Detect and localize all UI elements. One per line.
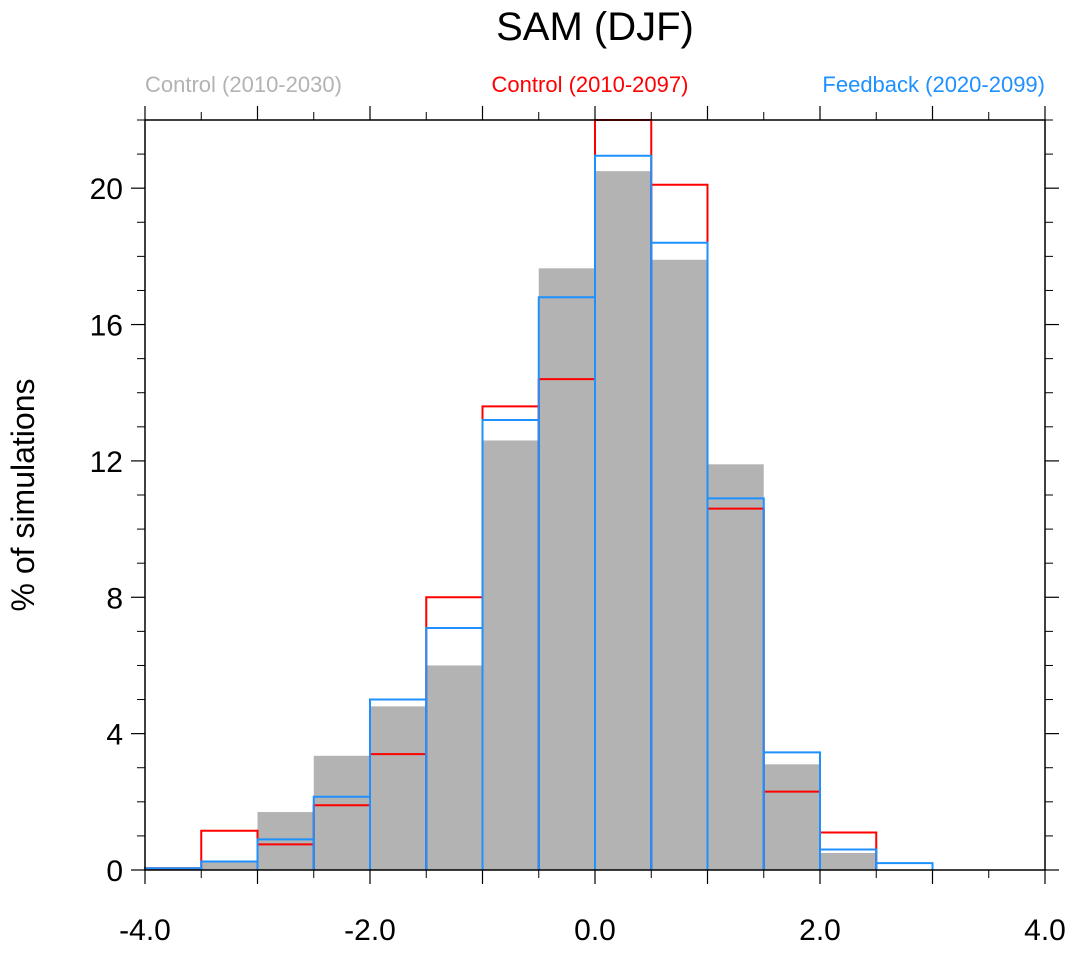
axis-ticks — [131, 106, 1059, 884]
bar-control-2010-2030 — [313, 755, 370, 870]
bar-control-2010-2030 — [257, 812, 314, 870]
series-control-2010-2030 — [145, 171, 877, 871]
bar-control-2010-2030 — [370, 706, 427, 870]
x-tick-label: 0.0 — [574, 914, 616, 947]
bar-control-2010-2030 — [595, 171, 652, 871]
bar-control-2010-2030 — [201, 861, 258, 870]
bar-outline-feedback-2020-2099 — [762, 751, 821, 870]
bar-outline-feedback-2020-2099 — [819, 848, 878, 870]
bar-control-2010-2030 — [763, 764, 820, 870]
y-tick-label: 16 — [90, 310, 123, 343]
y-axis-label: % of simulations — [5, 379, 41, 612]
x-tick-label: -4.0 — [119, 914, 171, 947]
bar-control-2010-2030 — [426, 665, 483, 870]
legend: Control (2010-2030) Control (2010-2097) … — [145, 72, 1045, 97]
x-tick-label: 2.0 — [799, 914, 841, 947]
y-tick-label: 0 — [106, 855, 123, 888]
bar-control-2010-2030 — [820, 852, 877, 870]
plot-frame — [144, 119, 1046, 871]
bar-control-2010-2030 — [707, 464, 764, 870]
y-tick-label: 20 — [90, 173, 123, 206]
legend-entry-control-2010-2030: Control (2010-2030) — [145, 72, 342, 97]
chart-title: SAM (DJF) — [496, 5, 694, 49]
axis-tick-labels: 0 4 8 12 16 20 -4.0 -2.0 0.0 2.0 4.0 — [90, 173, 1066, 947]
y-tick-label: 4 — [106, 719, 123, 752]
bar-outline-feedback-2020-2099 — [875, 862, 934, 870]
x-tick-label: 4.0 — [1024, 914, 1066, 947]
y-tick-label: 12 — [90, 446, 123, 479]
bar-control-2010-2030 — [651, 259, 708, 871]
y-tick-label: 8 — [106, 582, 123, 615]
legend-entry-feedback-2020-2099: Feedback (2020-2099) — [822, 72, 1045, 97]
bar-outline-feedback-2020-2099 — [706, 497, 765, 870]
bar-control-2010-2030 — [482, 440, 539, 870]
bar-control-2010-2030 — [538, 268, 595, 871]
legend-entry-control-2010-2097: Control (2010-2097) — [492, 72, 689, 97]
x-tick-label: -2.0 — [344, 914, 396, 947]
outline-series — [144, 119, 934, 870]
